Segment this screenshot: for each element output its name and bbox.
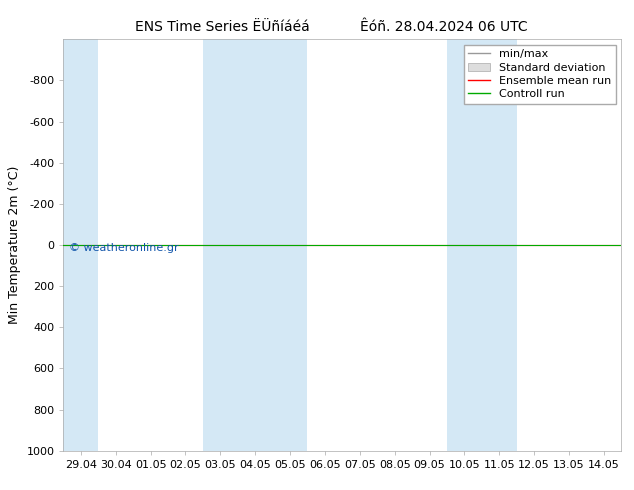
Bar bbox=[203, 39, 307, 451]
Bar bbox=[63, 39, 98, 451]
Y-axis label: Min Temperature 2m (°C): Min Temperature 2m (°C) bbox=[8, 166, 21, 324]
Bar bbox=[447, 39, 517, 451]
Text: ENS Time Series ËÜñíáéá: ENS Time Series ËÜñíáéá bbox=[134, 20, 309, 34]
Text: Êóñ. 28.04.2024 06 UTC: Êóñ. 28.04.2024 06 UTC bbox=[360, 20, 527, 34]
Legend: min/max, Standard deviation, Ensemble mean run, Controll run: min/max, Standard deviation, Ensemble me… bbox=[463, 45, 616, 104]
Text: © weatheronline.gr: © weatheronline.gr bbox=[69, 243, 179, 253]
